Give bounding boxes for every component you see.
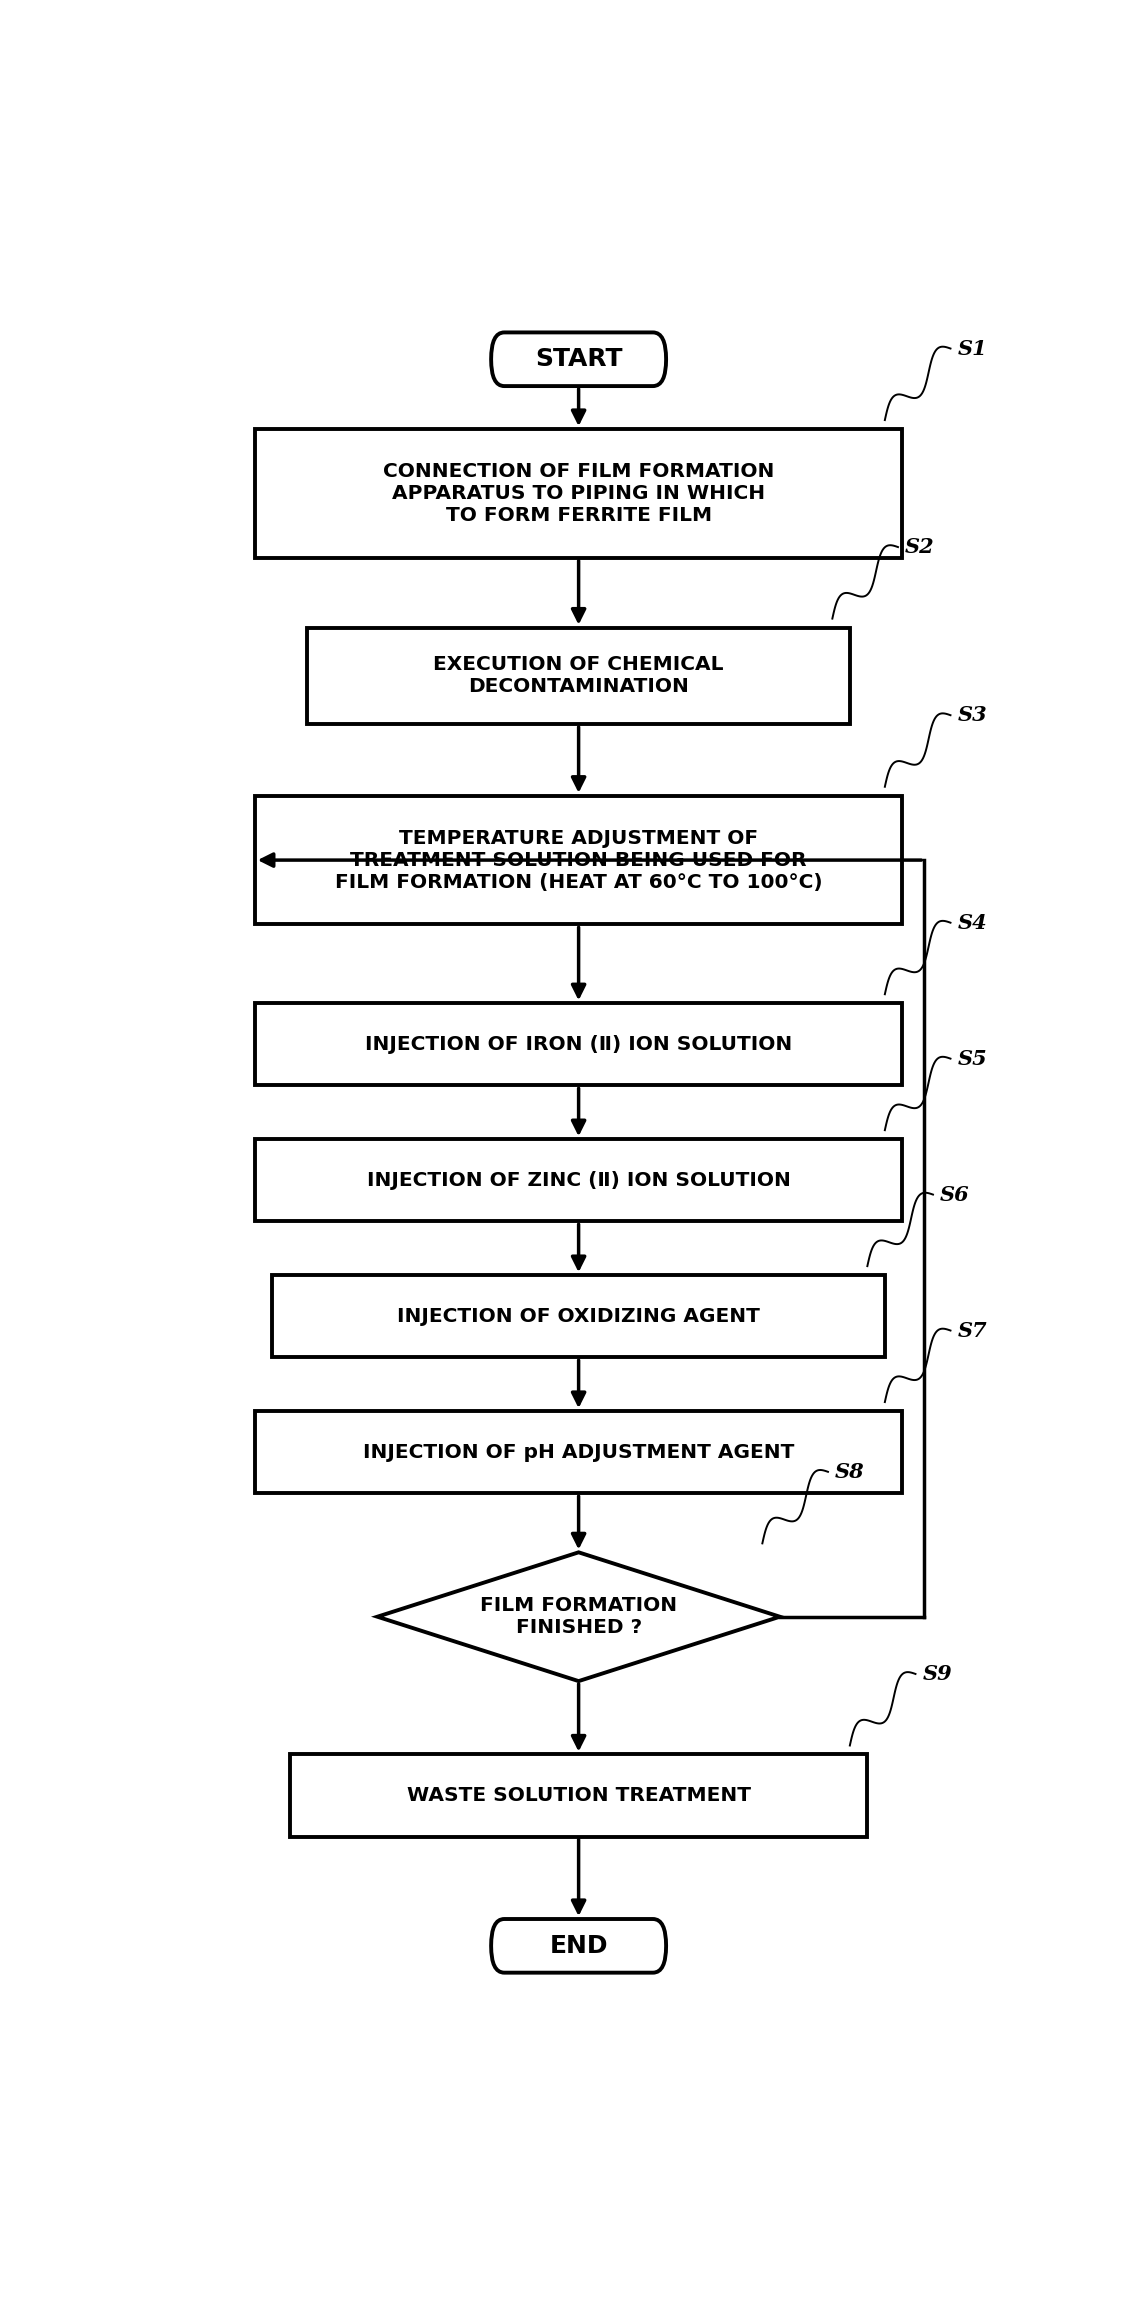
Text: INJECTION OF OXIDIZING AGENT: INJECTION OF OXIDIZING AGENT (397, 1308, 760, 1326)
Text: S2: S2 (905, 537, 935, 558)
Text: S4: S4 (957, 913, 987, 934)
Text: CONNECTION OF FILM FORMATION
APPARATUS TO PIPING IN WHICH
TO FORM FERRITE FILM: CONNECTION OF FILM FORMATION APPARATUS T… (383, 462, 774, 525)
Text: END: END (550, 1933, 607, 1958)
FancyBboxPatch shape (307, 627, 850, 725)
FancyBboxPatch shape (491, 332, 666, 386)
Text: TEMPERATURE ADJUSTMENT OF
TREATMENT SOLUTION BEING USED FOR
FILM FORMATION (HEAT: TEMPERATURE ADJUSTMENT OF TREATMENT SOLU… (335, 829, 822, 892)
Text: START: START (535, 346, 622, 372)
Text: WASTE SOLUTION TREATMENT: WASTE SOLUTION TREATMENT (406, 1786, 751, 1805)
Text: INJECTION OF pH ADJUSTMENT AGENT: INJECTION OF pH ADJUSTMENT AGENT (362, 1443, 795, 1461)
FancyBboxPatch shape (255, 430, 902, 558)
FancyBboxPatch shape (272, 1275, 885, 1357)
FancyBboxPatch shape (255, 1138, 902, 1222)
Text: INJECTION OF ZINC (Ⅱ) ION SOLUTION: INJECTION OF ZINC (Ⅱ) ION SOLUTION (367, 1171, 790, 1189)
Polygon shape (377, 1552, 780, 1682)
Text: INJECTION OF IRON (Ⅱ) ION SOLUTION: INJECTION OF IRON (Ⅱ) ION SOLUTION (365, 1034, 793, 1055)
Text: S7: S7 (957, 1319, 987, 1340)
FancyBboxPatch shape (491, 1919, 666, 1972)
Text: S3: S3 (957, 706, 987, 725)
Text: S9: S9 (922, 1663, 952, 1684)
FancyBboxPatch shape (290, 1754, 867, 1837)
Text: S5: S5 (957, 1048, 987, 1069)
Text: EXECUTION OF CHEMICAL
DECONTAMINATION: EXECUTION OF CHEMICAL DECONTAMINATION (434, 655, 724, 697)
FancyBboxPatch shape (255, 1004, 902, 1085)
Text: S1: S1 (957, 339, 987, 358)
Text: S8: S8 (835, 1461, 865, 1482)
FancyBboxPatch shape (255, 797, 902, 925)
Text: S6: S6 (940, 1185, 970, 1206)
Text: FILM FORMATION
FINISHED ?: FILM FORMATION FINISHED ? (480, 1596, 677, 1638)
FancyBboxPatch shape (255, 1410, 902, 1494)
